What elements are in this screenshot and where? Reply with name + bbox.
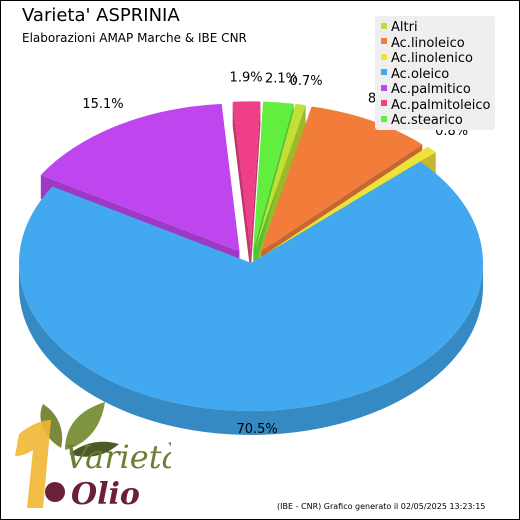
legend-item: Ac.palmitoleico — [381, 98, 490, 114]
pie-slice-side — [255, 105, 306, 274]
legend-swatch — [381, 115, 387, 122]
legend-item: Altri — [381, 20, 418, 36]
legend-swatch — [381, 84, 387, 91]
pie-slice — [253, 101, 294, 250]
legend-item: Ac.linoleico — [381, 36, 465, 52]
pie-data-label: 70.5% — [236, 422, 277, 437]
chart-legend: Altri Ac.linoleico Ac.linolenico Ac.oleico A… — [375, 16, 495, 130]
chart-title: Varieta' ASPRINIA — [22, 5, 180, 26]
pie-data-label: 2.1% — [265, 71, 298, 86]
legend-label: Ac.palmitoleico — [391, 97, 491, 113]
legend-item: Ac.palmitico — [381, 82, 471, 98]
logo-olive-icon — [45, 482, 65, 502]
legend-label: Altri — [391, 20, 418, 35]
logo-number-one-icon — [15, 420, 51, 508]
pie-slice — [18, 161, 483, 411]
legend-swatch — [381, 53, 387, 60]
pie-slice-side — [232, 101, 251, 274]
chart-subtitle: Elaborazioni AMAP Marche & IBE CNR — [22, 31, 247, 45]
legend-swatch — [381, 69, 387, 75]
pie-slice — [261, 106, 423, 251]
logo-word-olio: Olio — [71, 477, 140, 512]
legend-item: Ac.stearico — [381, 113, 463, 129]
chart-footer: (IBE - CNR) Grafico generato il 02/05/20… — [277, 502, 486, 511]
legend-item: Ac.linolenico — [381, 51, 473, 67]
pie-data-label: 15.1% — [82, 97, 123, 112]
legend-swatch — [381, 100, 387, 106]
olive-leaves-icon — [40, 402, 119, 457]
legend-label: Ac.oleico — [391, 66, 450, 82]
legend-item: Ac.oleico — [381, 67, 449, 83]
pie-slice — [255, 103, 306, 250]
pie-slice — [266, 146, 436, 254]
varieta-olio-logo: Varietà Olio — [15, 402, 171, 512]
logo-word-varieta: Varietà — [65, 438, 171, 476]
legend-label: Ac.linoleico — [391, 35, 465, 51]
pie-slice — [40, 103, 240, 252]
legend-label: Ac.stearico — [391, 113, 463, 128]
legend-swatch — [381, 22, 387, 29]
legend-label: Ac.palmitico — [391, 82, 471, 97]
pie-slice — [232, 101, 261, 250]
pie-data-label: 0.7% — [290, 74, 323, 89]
pie-slice-side — [250, 101, 261, 274]
legend-swatch — [381, 38, 387, 44]
legend-label: Ac.linolenico — [391, 51, 473, 66]
pie-slice-rim — [19, 263, 483, 435]
pie-data-label: 1.9% — [230, 70, 263, 85]
